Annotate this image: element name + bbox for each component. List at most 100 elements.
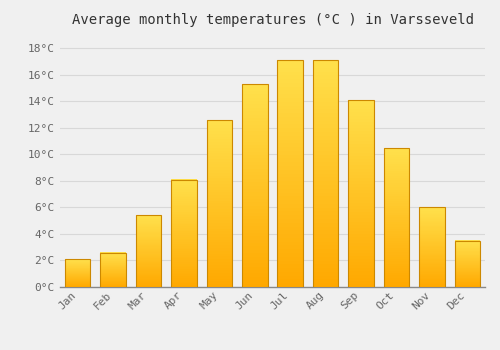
Bar [171, 278, 196, 280]
Bar [242, 284, 268, 287]
Bar [100, 265, 126, 266]
Bar [419, 211, 444, 213]
Bar [419, 244, 444, 246]
Bar [454, 256, 480, 257]
Bar [454, 255, 480, 256]
Bar [384, 178, 409, 180]
Bar [100, 252, 126, 253]
Bar [100, 257, 126, 258]
Bar [419, 267, 444, 268]
Bar [242, 202, 268, 206]
Bar [454, 257, 480, 258]
Bar [419, 230, 444, 231]
Bar [278, 105, 303, 109]
Bar [454, 260, 480, 261]
Bar [136, 215, 162, 287]
Bar [65, 276, 90, 277]
Bar [136, 252, 162, 254]
Bar [100, 260, 126, 261]
Bar [65, 264, 90, 265]
Bar [65, 277, 90, 278]
Bar [100, 271, 126, 272]
Bar [278, 128, 303, 132]
Bar [206, 173, 232, 176]
Bar [454, 266, 480, 267]
Bar [384, 201, 409, 203]
Bar [313, 124, 338, 128]
Bar [384, 243, 409, 245]
Bar [100, 285, 126, 286]
Bar [348, 162, 374, 166]
Bar [419, 263, 444, 265]
Bar [242, 165, 268, 169]
Bar [278, 136, 303, 140]
Bar [242, 162, 268, 165]
Bar [136, 250, 162, 251]
Bar [136, 240, 162, 241]
Bar [206, 206, 232, 209]
Bar [171, 262, 196, 264]
Bar [136, 286, 162, 287]
Bar [278, 193, 303, 196]
Bar [242, 192, 268, 196]
Bar [136, 215, 162, 217]
Bar [100, 286, 126, 287]
Bar [100, 275, 126, 276]
Bar [313, 86, 338, 90]
Bar [419, 242, 444, 243]
Bar [278, 158, 303, 162]
Bar [348, 122, 374, 125]
Bar [313, 230, 338, 234]
Bar [419, 217, 444, 218]
Bar [348, 284, 374, 287]
Bar [171, 253, 196, 255]
Bar [384, 203, 409, 206]
Bar [136, 257, 162, 258]
Bar [278, 275, 303, 279]
Bar [419, 238, 444, 239]
Bar [313, 193, 338, 196]
Bar [242, 84, 268, 88]
Bar [348, 153, 374, 156]
Bar [348, 237, 374, 240]
Bar [206, 142, 232, 145]
Bar [278, 249, 303, 253]
Bar [419, 219, 444, 221]
Bar [454, 253, 480, 254]
Bar [136, 268, 162, 269]
Bar [454, 243, 480, 244]
Bar [419, 278, 444, 279]
Bar [136, 237, 162, 238]
Bar [136, 241, 162, 243]
Bar [242, 239, 268, 243]
Bar [100, 252, 126, 287]
Bar [454, 280, 480, 281]
Bar [206, 136, 232, 139]
Bar [242, 186, 268, 189]
Bar [100, 279, 126, 280]
Bar [348, 190, 374, 194]
Bar [419, 214, 444, 215]
Bar [348, 222, 374, 225]
Bar [136, 283, 162, 285]
Bar [100, 253, 126, 254]
Bar [278, 132, 303, 136]
Bar [419, 258, 444, 259]
Bar [454, 265, 480, 266]
Bar [242, 114, 268, 118]
Bar [278, 215, 303, 219]
Bar [313, 257, 338, 260]
Bar [419, 254, 444, 255]
Bar [278, 147, 303, 151]
Bar [348, 250, 374, 253]
Bar [278, 83, 303, 87]
Bar [419, 264, 444, 266]
Bar [384, 278, 409, 280]
Bar [419, 227, 444, 229]
Bar [348, 181, 374, 184]
Bar [136, 271, 162, 273]
Bar [206, 217, 232, 220]
Bar [242, 101, 268, 104]
Bar [384, 238, 409, 240]
Bar [136, 274, 162, 275]
